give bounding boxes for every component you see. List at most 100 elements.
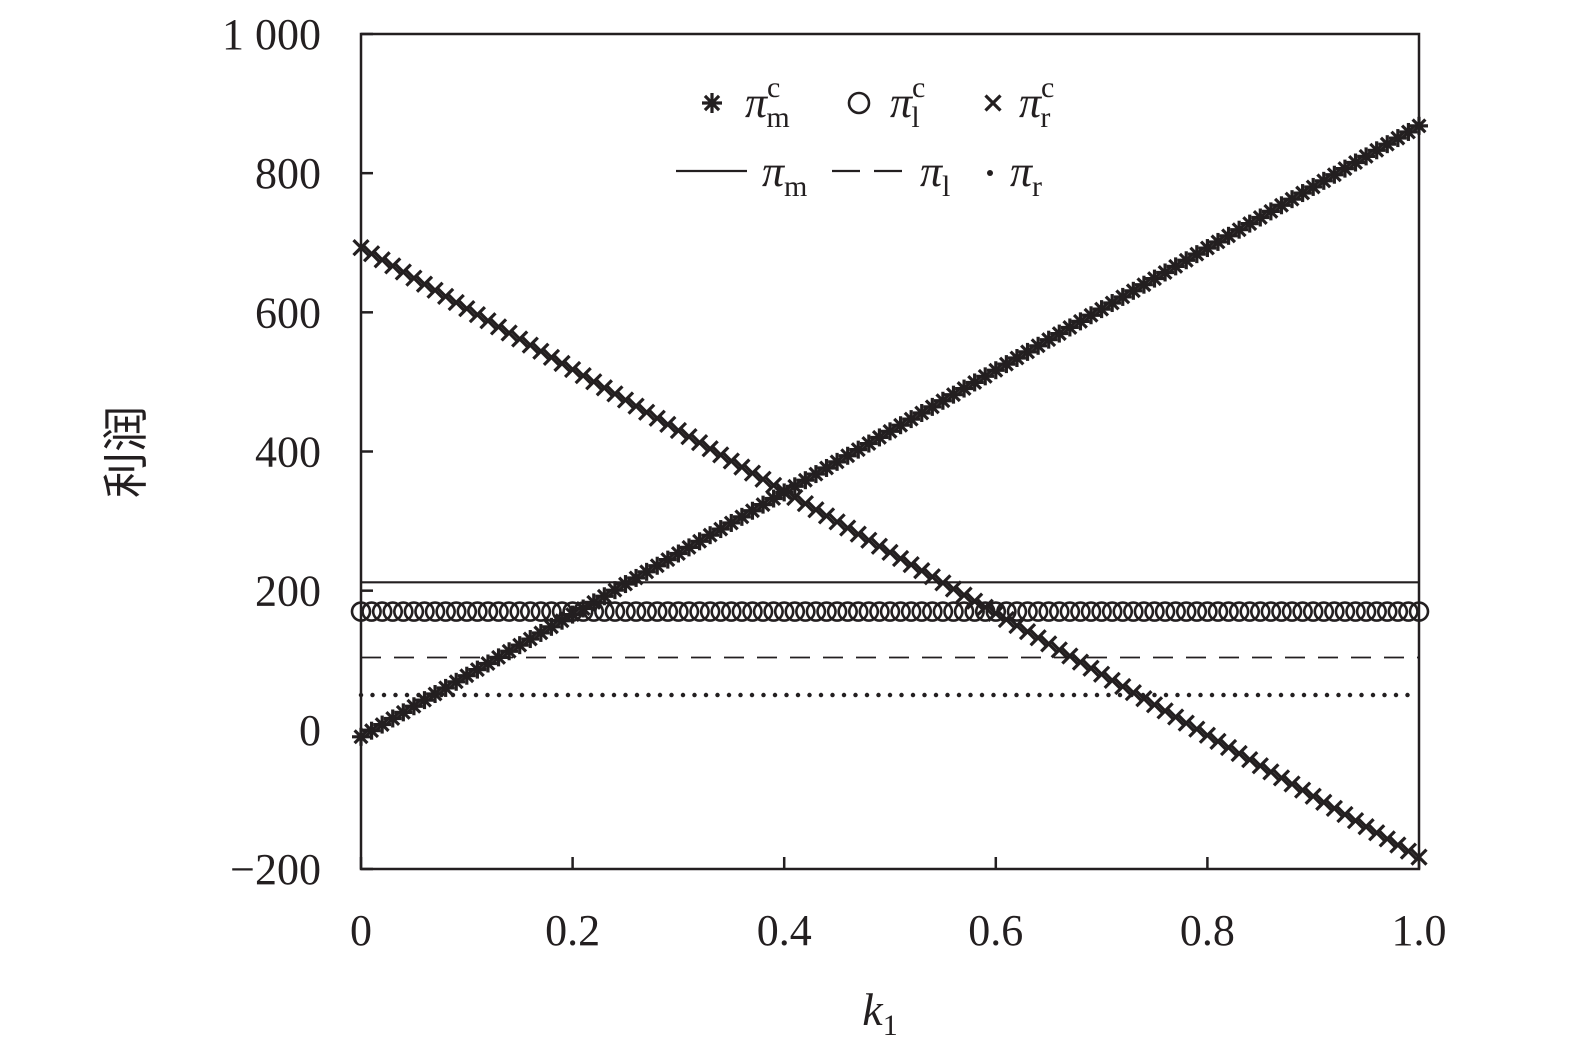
data-point bbox=[1241, 751, 1259, 769]
data-point bbox=[966, 592, 984, 610]
data-point bbox=[1082, 659, 1100, 677]
data-point bbox=[532, 342, 550, 360]
data-point bbox=[415, 275, 434, 293]
data-point bbox=[458, 299, 476, 318]
data-point bbox=[805, 601, 827, 622]
data-point bbox=[816, 601, 837, 622]
data-point bbox=[498, 601, 520, 622]
data-point bbox=[467, 601, 488, 622]
data-point bbox=[795, 601, 816, 622]
legend-label: πc m bbox=[745, 71, 790, 134]
data-point bbox=[690, 532, 709, 551]
legend-label: πr bbox=[1010, 147, 1042, 203]
data-point bbox=[1271, 601, 1292, 622]
data-point bbox=[881, 543, 899, 562]
data-point bbox=[1315, 793, 1333, 811]
data-point bbox=[627, 397, 645, 415]
data-point bbox=[384, 257, 402, 275]
legend-marker-asterisk bbox=[702, 93, 722, 113]
data-point bbox=[722, 452, 740, 470]
data-point bbox=[828, 513, 846, 531]
data-point bbox=[1335, 159, 1354, 178]
y-tick-label: 800 bbox=[255, 149, 321, 198]
data-point bbox=[1080, 601, 1102, 622]
data-point bbox=[839, 519, 857, 537]
data-point bbox=[1112, 601, 1134, 622]
data-point bbox=[1281, 601, 1303, 622]
data-point bbox=[424, 601, 446, 622]
series-x-markers-r bbox=[352, 238, 1428, 866]
data-point bbox=[1251, 208, 1270, 227]
data-point bbox=[1175, 601, 1197, 622]
data-point bbox=[976, 598, 994, 616]
data-point bbox=[1334, 601, 1356, 622]
data-point bbox=[669, 544, 688, 563]
data-point bbox=[879, 601, 901, 622]
data-point bbox=[1262, 763, 1280, 781]
data-point bbox=[1304, 787, 1322, 805]
data-point bbox=[807, 501, 825, 519]
data-point bbox=[648, 409, 666, 427]
data-point bbox=[1272, 769, 1291, 787]
data-point bbox=[1135, 690, 1153, 708]
x-tick-label: 1.0 bbox=[1392, 906, 1447, 955]
data-point bbox=[912, 403, 931, 422]
data-point bbox=[680, 427, 698, 446]
data-point bbox=[616, 575, 635, 594]
data-point bbox=[1166, 257, 1185, 276]
data-point bbox=[414, 601, 435, 622]
data-point bbox=[943, 601, 964, 622]
data-point bbox=[479, 312, 497, 330]
data-point bbox=[553, 354, 571, 373]
data-point bbox=[594, 601, 615, 622]
data-point bbox=[786, 488, 804, 507]
data-point bbox=[488, 601, 509, 622]
data-point bbox=[1114, 677, 1132, 696]
data-point bbox=[699, 601, 721, 622]
data-point bbox=[1378, 830, 1396, 848]
legend: πc m πc l πc r πm πl πr bbox=[676, 71, 1054, 203]
data-point bbox=[511, 330, 529, 348]
series-asterisk-markers-m bbox=[352, 116, 1428, 746]
data-point bbox=[435, 601, 456, 622]
legend-label: πl bbox=[920, 147, 950, 203]
data-point bbox=[1209, 732, 1227, 750]
data-point bbox=[1038, 601, 1059, 622]
data-point bbox=[712, 446, 730, 464]
data-point bbox=[690, 434, 709, 452]
data-point bbox=[668, 601, 689, 622]
data-point bbox=[1230, 744, 1248, 763]
data-point bbox=[826, 601, 848, 622]
data-point bbox=[1218, 601, 1239, 622]
data-point bbox=[352, 238, 370, 257]
data-point bbox=[1345, 601, 1366, 622]
data-point bbox=[869, 601, 890, 622]
data-point bbox=[1040, 635, 1058, 653]
data-point bbox=[1165, 601, 1186, 622]
data-point bbox=[785, 477, 804, 496]
data-point bbox=[477, 601, 499, 622]
data-point bbox=[1346, 811, 1365, 830]
data-point bbox=[849, 525, 867, 543]
data-point bbox=[1387, 601, 1409, 622]
data-point bbox=[509, 601, 531, 622]
data-point bbox=[595, 379, 613, 397]
data-point bbox=[1092, 665, 1111, 683]
data-point bbox=[1313, 601, 1335, 622]
data-point bbox=[1018, 623, 1037, 641]
data-point bbox=[1376, 601, 1398, 622]
data-point bbox=[669, 421, 688, 440]
y-tick-label: 200 bbox=[255, 567, 321, 616]
data-point bbox=[1250, 601, 1271, 622]
data-point bbox=[371, 601, 393, 622]
data-point bbox=[1177, 714, 1195, 732]
data-point bbox=[1302, 601, 1324, 622]
data-point bbox=[362, 245, 381, 263]
data-point bbox=[1145, 696, 1164, 714]
data-point bbox=[574, 366, 592, 385]
data-point bbox=[847, 601, 869, 622]
legend-label: πc l bbox=[890, 71, 925, 134]
data-point bbox=[1197, 601, 1218, 622]
data-point bbox=[1219, 738, 1238, 757]
data-point bbox=[350, 601, 372, 622]
